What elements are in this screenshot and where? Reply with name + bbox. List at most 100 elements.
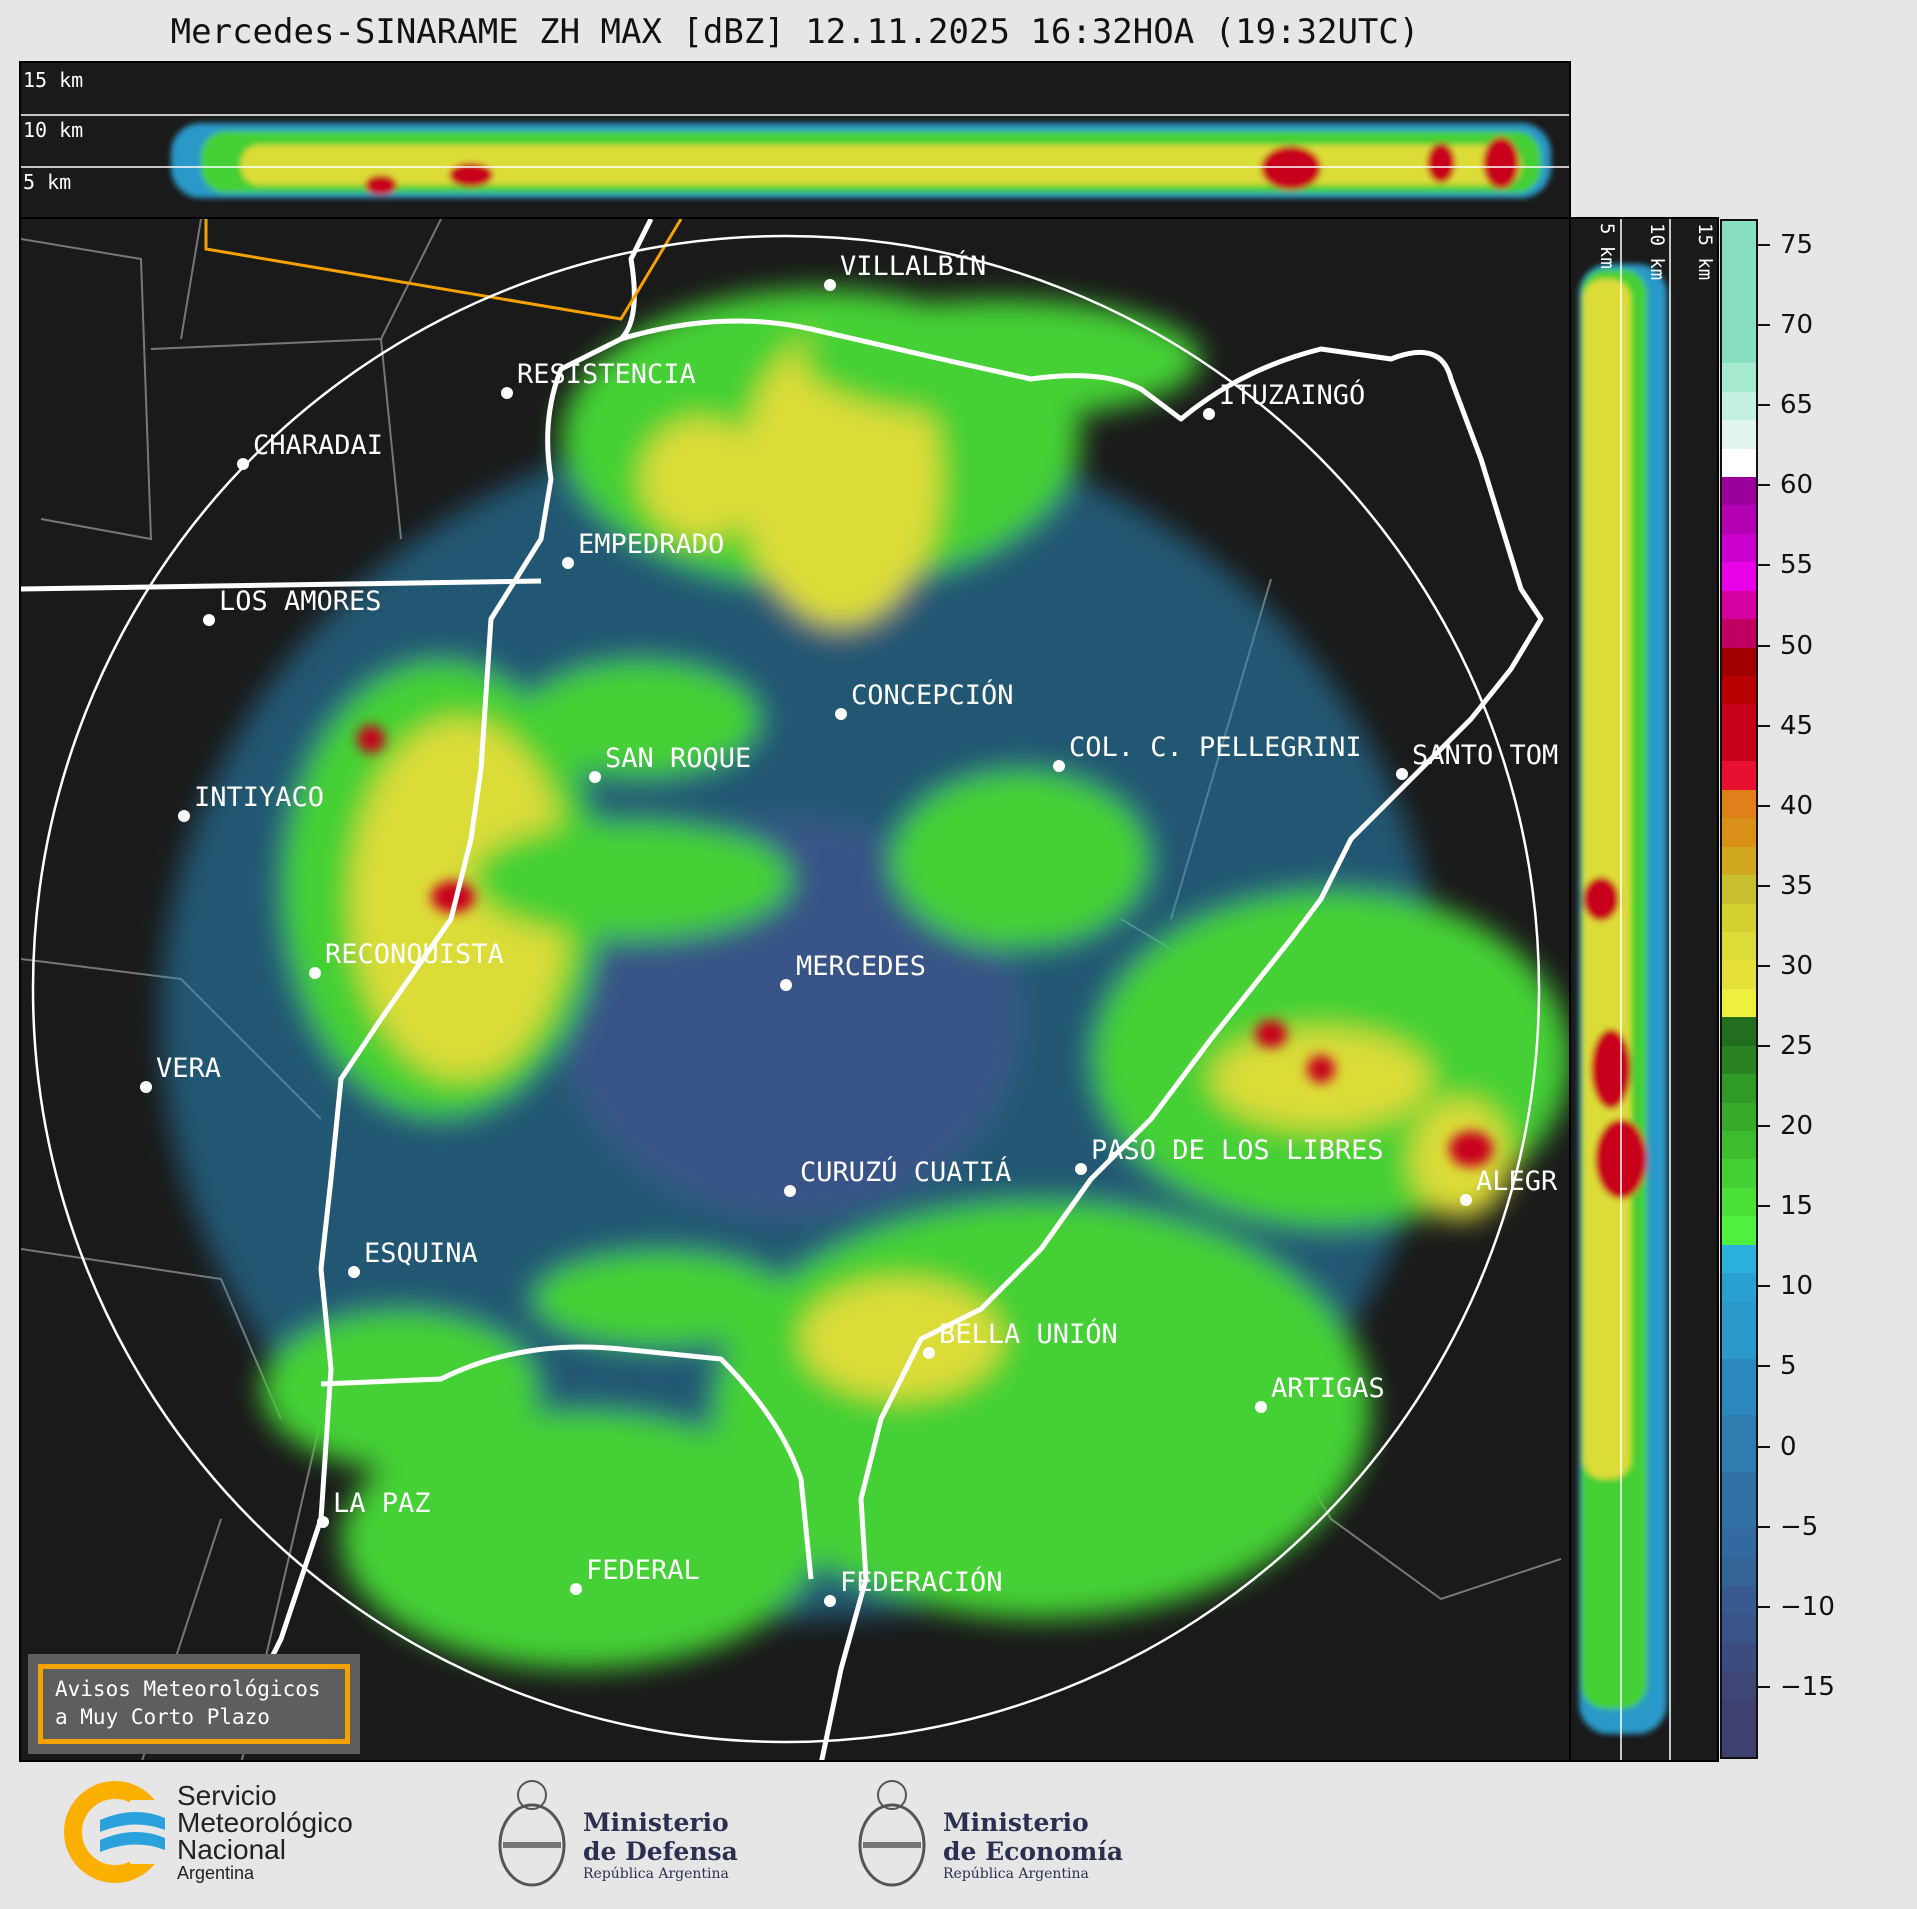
city-label: VILLALBÍN — [840, 250, 986, 282]
colorbar-segment — [1722, 448, 1756, 477]
city-marker — [589, 771, 601, 783]
city-label: CHARADAI — [253, 430, 383, 461]
colorbar-segment — [1722, 1159, 1756, 1188]
colorbar-segment — [1722, 1472, 1756, 1501]
colorbar-segment — [1722, 960, 1756, 989]
colorbar-segment — [1722, 619, 1756, 648]
colorbar-segment — [1722, 1728, 1756, 1757]
defensa-logo: Ministerio de Defensa República Argentin… — [495, 1770, 738, 1899]
colorbar-tick — [1758, 404, 1770, 407]
colorbar-tick — [1758, 1445, 1770, 1448]
city-label: FEDERAL — [586, 1555, 700, 1586]
city-label: VERA — [156, 1053, 221, 1084]
colorbar-tick — [1758, 564, 1770, 567]
avisos-line2: a Muy Corto Plazo — [55, 1705, 270, 1729]
city-label: RESISTENCIA — [517, 359, 696, 390]
side-cross-section: 5 km 10 km 15 km — [1579, 219, 1716, 1760]
colorbar-segment — [1722, 1699, 1756, 1729]
economia-logo: Ministerio de Economía República Argenti… — [855, 1770, 1123, 1899]
colorbar-tick-label: −5 — [1780, 1511, 1819, 1542]
colorbar-tick — [1758, 1365, 1770, 1368]
colorbar-segment — [1722, 875, 1756, 904]
city-label: ALEGR — [1476, 1166, 1558, 1197]
colorbar-tick-label: 45 — [1780, 710, 1814, 741]
colorbar-tick-label: 15 — [1780, 1191, 1814, 1222]
city-marker — [570, 1583, 582, 1595]
colorbar-segment — [1722, 277, 1756, 307]
smn-logo-icon — [64, 1781, 185, 1883]
colorbar-tick — [1758, 1125, 1770, 1128]
rivers-and-borders — [21, 219, 1544, 1760]
radar-map[interactable]: VILLALBÍN RESISTENCIA CHARADAI EMPEDRADO LOS… — [19, 217, 1571, 1762]
colorbar-tick-label: 0 — [1780, 1431, 1797, 1462]
colorbar-tick — [1758, 1205, 1770, 1208]
colorbar-tick — [1758, 244, 1770, 246]
city-marker — [1075, 1163, 1087, 1175]
city-label: COL. C. PELLEGRINI — [1069, 732, 1362, 763]
colorbar-segment — [1722, 505, 1756, 534]
avisos-line1: Avisos Meteorológicos — [55, 1677, 321, 1701]
colorbar-segment — [1722, 1244, 1756, 1274]
colorbar-tick-label: 40 — [1780, 790, 1814, 821]
colorbar-tick-label: −15 — [1780, 1671, 1835, 1702]
orange-boundary — [204, 219, 683, 321]
height-label-5km: 5 km — [23, 170, 71, 194]
city-marker — [923, 1347, 935, 1359]
smn-l2: Meteorológico — [177, 1807, 353, 1838]
city-marker — [348, 1266, 360, 1278]
avisos-button[interactable]: Avisos Meteorológicos a Muy Corto Plazo — [28, 1654, 360, 1754]
city-marker — [835, 708, 847, 720]
city-label: ARTIGAS — [1271, 1373, 1385, 1404]
economia-l1: Ministerio — [943, 1808, 1089, 1837]
defensa-l2: de Defensa — [583, 1837, 738, 1866]
city-label: BELLA UNIÓN — [939, 1318, 1118, 1350]
smn-l4: Argentina — [177, 1863, 255, 1883]
colorbar-segment — [1722, 732, 1756, 762]
colorbar — [1720, 219, 1758, 1759]
colorbar-segment — [1722, 1529, 1756, 1558]
colorbar-segment — [1722, 306, 1756, 335]
colorbar-tick-label: 70 — [1780, 310, 1814, 341]
city-label: EMPEDRADO — [578, 529, 724, 560]
colorbar-segment — [1722, 1642, 1756, 1672]
colorbar-segment — [1722, 676, 1756, 705]
economia-l3: República Argentina — [943, 1866, 1089, 1882]
colorbar-tick-label: 55 — [1780, 550, 1814, 581]
city-marker — [317, 1516, 329, 1528]
city-marker — [780, 979, 792, 991]
side-cross-section-panel: 5 km 10 km 15 km — [1569, 217, 1719, 1762]
colorbar-segment — [1722, 1102, 1756, 1131]
colorbar-segment — [1722, 533, 1756, 563]
colorbar-tick-label: 35 — [1780, 870, 1814, 901]
colorbar-segment — [1722, 249, 1756, 278]
city-marker — [784, 1185, 796, 1197]
colorbar-segment — [1722, 1386, 1756, 1416]
smn-l1: Servicio — [177, 1780, 277, 1811]
colorbar-tick-label: 20 — [1780, 1111, 1814, 1142]
city-marker — [562, 557, 574, 569]
colorbar-tick — [1758, 804, 1770, 807]
colorbar-segment — [1722, 903, 1756, 932]
smn-l3: Nacional — [177, 1834, 286, 1865]
colorbar-segment — [1722, 1557, 1756, 1586]
city-marker — [178, 810, 190, 822]
radar-range-ring — [31, 234, 1541, 1744]
city-label: CURUZÚ CUATIÁ — [800, 1156, 1011, 1188]
colorbar-segment — [1722, 562, 1756, 591]
colorbar-segment — [1722, 1216, 1756, 1245]
city-marker — [1460, 1194, 1472, 1206]
colorbar-segment — [1722, 1301, 1756, 1331]
city-marker — [1053, 760, 1065, 772]
colorbar-segment — [1722, 1330, 1756, 1359]
colorbar-tick — [1758, 964, 1770, 967]
city-marker — [824, 1595, 836, 1607]
city-label: ITUZAINGÓ — [1219, 379, 1365, 411]
city-label: PASO DE LOS LIBRES — [1091, 1135, 1384, 1166]
city-label: SANTO TOM — [1412, 740, 1558, 771]
colorbar-tick-label: 10 — [1780, 1271, 1814, 1302]
colorbar-tick — [1758, 644, 1770, 647]
city-label: SAN ROQUE — [605, 743, 751, 774]
colorbar-segment — [1722, 391, 1756, 421]
colorbar-segment — [1722, 1415, 1756, 1444]
city-marker — [309, 967, 321, 979]
